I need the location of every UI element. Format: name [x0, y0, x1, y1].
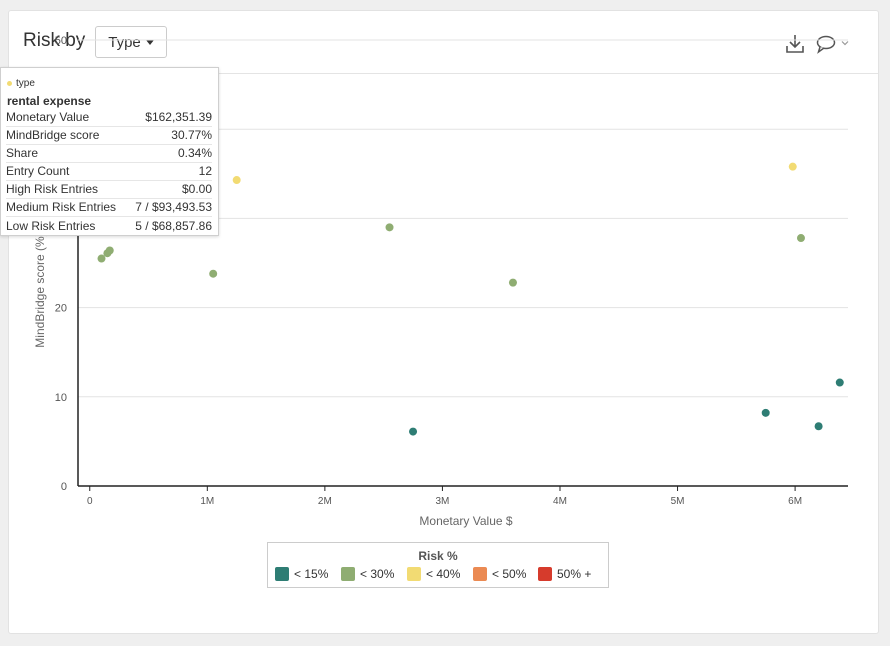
legend-label: < 40% — [426, 567, 461, 581]
tooltip-category: rental expense — [7, 94, 92, 108]
data-point[interactable] — [508, 278, 517, 287]
tooltip-row-value: 0.34% — [177, 146, 212, 160]
x-tick-label: 1M — [200, 496, 214, 507]
tooltip-row: High Risk Entries $0.00 — [6, 181, 212, 199]
legend-item[interactable]: < 40% — [407, 567, 460, 581]
tooltip-row-value: 12 — [198, 164, 212, 178]
gridlines — [78, 39, 848, 398]
legend-item[interactable]: < 50% — [473, 567, 526, 581]
data-point[interactable] — [209, 269, 218, 278]
tooltip-row-label: MindBridge score — [6, 128, 100, 142]
legend-item[interactable]: 50% + — [538, 567, 591, 581]
tooltip-row: MindBridge score 30.77% — [6, 127, 212, 145]
data-point[interactable] — [814, 422, 823, 431]
y-axis-label: MindBridge score (%) — [33, 232, 47, 347]
tooltip-row-value: 5 / $68,857.86 — [135, 218, 212, 233]
legend-item[interactable]: < 30% — [341, 567, 394, 581]
x-tick-label: 4M — [553, 496, 567, 507]
legend-swatch — [473, 567, 487, 581]
comment-icon[interactable] — [815, 33, 837, 55]
tooltip-row-value: $162,351.39 — [145, 110, 212, 124]
tooltip-row-label: Share — [6, 146, 39, 160]
legend-swatch — [407, 567, 421, 581]
tooltip-row-label: Monetary Value — [6, 110, 90, 124]
data-point[interactable] — [788, 162, 797, 171]
legend-title: Risk % — [418, 549, 458, 563]
legend-swatch — [341, 567, 355, 581]
point-tooltip: type rental expense Monetary Value $162,3… — [0, 67, 219, 236]
chevron-down-icon[interactable] — [840, 38, 850, 48]
data-point[interactable] — [97, 254, 106, 263]
data-point[interactable] — [385, 223, 394, 232]
legend-item[interactable]: < 15% — [275, 567, 328, 581]
download-icon[interactable] — [784, 33, 806, 55]
x-axis-label: Monetary Value $ — [419, 514, 512, 528]
tooltip-row-value: $0.00 — [181, 182, 212, 196]
tooltip-row-label: High Risk Entries — [6, 182, 99, 196]
x-tick-label: 3M — [435, 496, 449, 507]
risk-legend: Risk % < 15% < 30% < 40% < 50% 50% + — [267, 542, 609, 588]
tooltip-row: Monetary Value $162,351.39 — [6, 109, 212, 127]
data-point[interactable] — [835, 378, 844, 387]
x-tick-label: 6M — [788, 496, 802, 507]
x-tick-label: 0 — [87, 496, 93, 507]
data-point[interactable] — [232, 176, 241, 185]
data-point[interactable] — [409, 427, 418, 436]
type-dropdown-button[interactable]: Type — [95, 26, 167, 58]
data-point[interactable] — [761, 408, 770, 417]
tooltip-row: Medium Risk Entries 7 / $93,493.53 — [6, 199, 212, 217]
data-point[interactable] — [105, 246, 114, 255]
data-point[interactable] — [796, 234, 805, 243]
tooltip-row-label: Medium Risk Entries — [6, 200, 117, 214]
tooltip-row: Low Risk Entries 5 / $68,857.86 — [6, 217, 212, 235]
caret-down-icon — [145, 39, 154, 45]
legend-label: < 15% — [294, 567, 329, 581]
legend-swatch — [538, 567, 552, 581]
legend-swatch — [275, 567, 289, 581]
legend-label: < 50% — [492, 567, 527, 581]
header-divider — [9, 73, 878, 74]
card-title: Risk by — [23, 30, 86, 51]
tooltip-row: Share 0.34% — [6, 145, 212, 163]
legend-label: < 30% — [360, 567, 395, 581]
tooltip-row-value: 7 / $93,493.53 — [135, 200, 212, 214]
x-tick-label: 2M — [318, 496, 332, 507]
y-tick-label: 50 — [55, 35, 67, 47]
legend-label: 50% + — [557, 567, 592, 581]
tooltip-row-label: Low Risk Entries — [6, 218, 96, 233]
series-dot-icon — [7, 81, 12, 86]
tooltip-row-value: 30.77% — [171, 128, 212, 142]
tooltip-series: type — [7, 78, 35, 89]
y-tick-label: 0 — [61, 481, 67, 493]
tooltip-series-label: type — [16, 78, 35, 89]
tooltip-row-label: Entry Count — [6, 164, 70, 178]
y-tick-label: 10 — [55, 392, 67, 404]
y-tick-label: 20 — [55, 303, 67, 315]
x-tick-label: 5M — [671, 496, 685, 507]
type-dropdown-label: Type — [108, 33, 141, 51]
tooltip-row: Entry Count 12 — [6, 163, 212, 181]
